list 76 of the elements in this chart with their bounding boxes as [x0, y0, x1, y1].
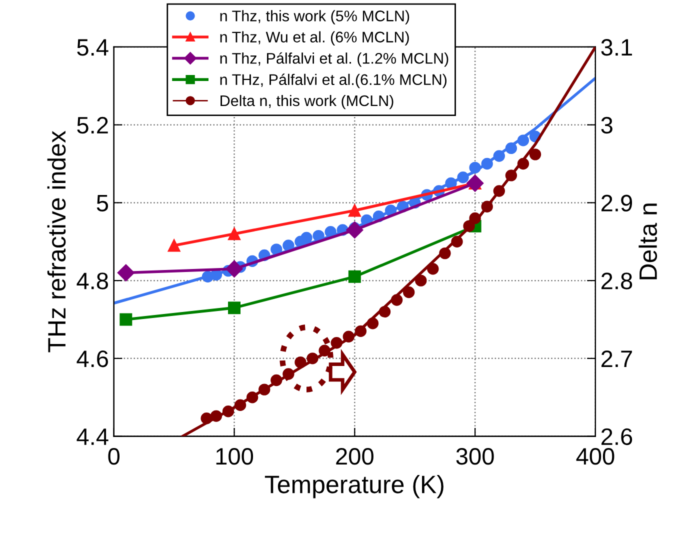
legend-label: n Thz, this work (5% MCLN)	[220, 10, 410, 24]
y-tick-label: 4.4	[76, 428, 108, 445]
point	[427, 263, 439, 275]
y-tick-label: 4.6	[76, 350, 108, 368]
y2-tick-label: 2.9	[601, 194, 632, 212]
point	[481, 158, 493, 170]
point	[306, 352, 318, 364]
point	[258, 384, 270, 396]
point	[451, 236, 463, 248]
y-axis-title: THz refractive index	[47, 130, 66, 352]
point	[228, 228, 241, 240]
point	[346, 221, 364, 239]
point	[390, 294, 403, 306]
point	[200, 412, 212, 424]
point	[354, 325, 367, 338]
legend-label: n THz, Pálfalvi et al.(6.1% MCLN)	[220, 74, 446, 88]
point	[469, 162, 481, 174]
point	[517, 134, 530, 146]
point	[282, 240, 294, 252]
point	[318, 344, 330, 356]
point	[463, 220, 475, 232]
point	[222, 406, 234, 418]
point	[342, 330, 354, 342]
y-tick-label: 5.4	[77, 39, 108, 56]
y2-tick-label: 2.8	[601, 272, 632, 290]
x-axis-title: Temperature (K)	[264, 474, 444, 498]
point	[445, 177, 457, 190]
point	[210, 410, 222, 422]
point	[378, 306, 391, 318]
point	[481, 200, 493, 212]
point	[330, 337, 342, 349]
point	[439, 247, 451, 260]
legend-label: n Thz, Wu et al. (6% MCLN)	[220, 31, 409, 46]
y-tick-label: 4.8	[76, 272, 108, 290]
point	[246, 392, 258, 404]
point	[348, 270, 361, 283]
point	[529, 148, 542, 160]
point	[505, 170, 518, 182]
x-tick-label: 100	[216, 448, 254, 465]
point	[282, 368, 294, 380]
point	[348, 204, 361, 217]
x-tick-label: 0	[108, 448, 120, 465]
point	[324, 226, 336, 238]
y2-tick-label: 2.7	[601, 350, 632, 367]
point	[294, 356, 306, 368]
legend-label: Delta n, this work (MCLN)	[220, 94, 394, 110]
point	[168, 239, 180, 252]
point	[228, 302, 241, 314]
point	[402, 286, 415, 298]
y2-axis-title: Delta n	[638, 204, 658, 280]
x-tick-label: 200	[336, 448, 374, 465]
x-tick-label: 400	[576, 448, 614, 465]
point	[366, 318, 379, 330]
point	[270, 244, 282, 256]
point	[517, 158, 530, 170]
point	[270, 374, 282, 386]
y-tick-label: 5.2	[77, 116, 108, 134]
y2-tick-label: 2.6	[601, 428, 632, 446]
y2-tick-label: 3.1	[601, 39, 632, 56]
point	[117, 264, 134, 282]
point	[415, 274, 427, 286]
point	[312, 230, 324, 242]
legend-label: n Thz, Pálfalvi et al. (1.2% MCLN)	[220, 52, 448, 67]
point	[493, 150, 505, 162]
point	[469, 212, 481, 224]
y-tick-label: 5	[96, 195, 108, 212]
point	[505, 142, 518, 154]
y2-tick-label: 3	[601, 116, 612, 134]
point	[300, 232, 312, 244]
point	[120, 313, 132, 326]
point	[493, 185, 505, 197]
point	[226, 260, 243, 278]
point	[457, 172, 469, 184]
point	[234, 399, 246, 411]
point	[466, 174, 484, 192]
x-tick-label: 300	[456, 448, 494, 465]
